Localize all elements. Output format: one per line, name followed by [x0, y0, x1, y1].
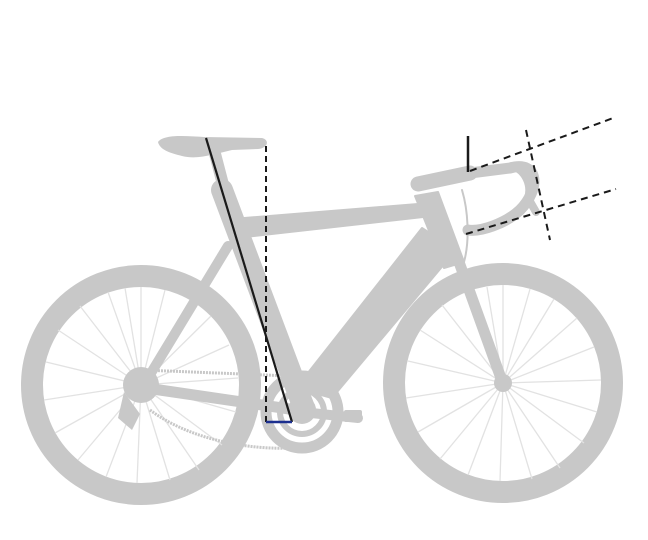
brake-cable [461, 189, 469, 263]
drivetrain [118, 367, 363, 454]
pedal [344, 410, 362, 422]
saddle-height-line [204, 137, 294, 423]
reach-upper-dashed-line [469, 116, 617, 172]
reach-lower-dashed-line [465, 188, 617, 235]
bike-frame [140, 144, 465, 424]
hood-angle-dashed-line [525, 129, 551, 241]
cassette [123, 367, 159, 403]
geometry-lines [204, 116, 617, 424]
cockpit [410, 161, 540, 263]
seat-stay [143, 241, 233, 383]
front-fork [453, 256, 508, 387]
stem [410, 165, 478, 192]
rear-derailleur [118, 392, 140, 430]
rear-tire [21, 265, 261, 505]
seat-post [208, 144, 232, 202]
drop-handlebar [462, 161, 540, 236]
brake-hood [508, 162, 540, 216]
front-tire [383, 263, 623, 503]
front-spokes [405, 285, 602, 482]
top-tube [231, 203, 433, 239]
saddle [158, 136, 267, 158]
seat-tube [211, 179, 315, 419]
chain-upper [142, 368, 291, 378]
